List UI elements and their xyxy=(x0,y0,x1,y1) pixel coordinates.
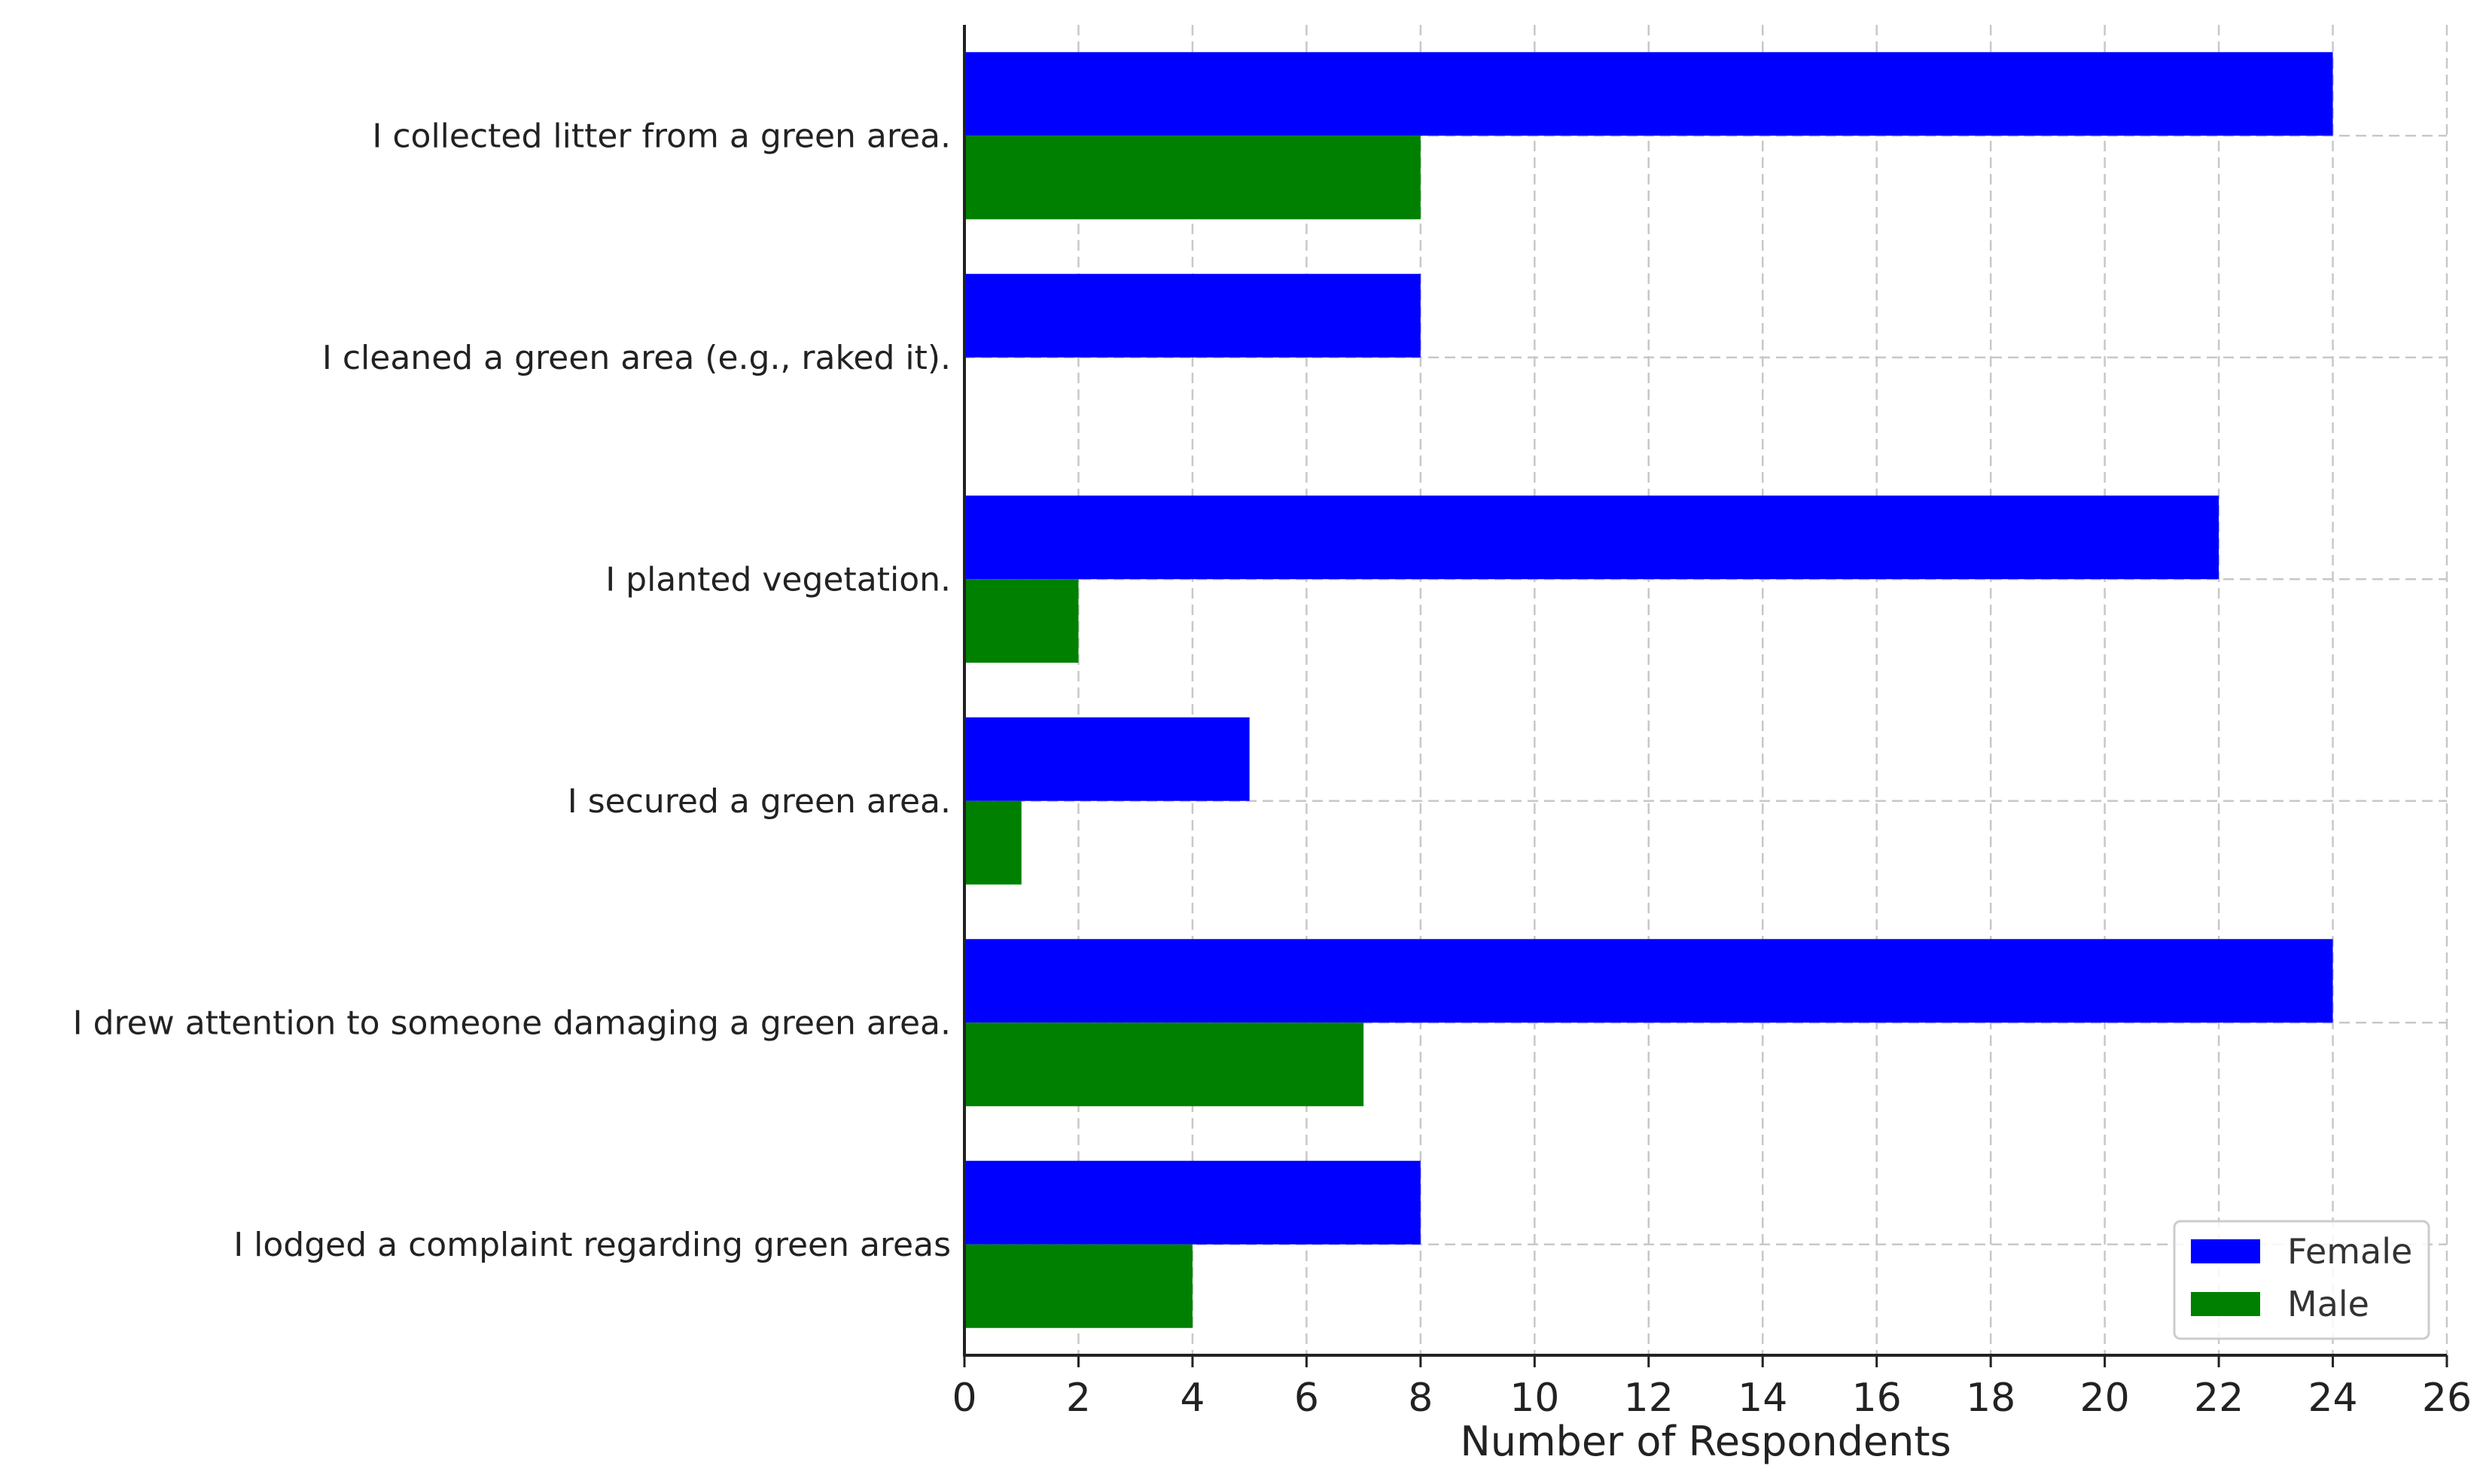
bar-female-4 xyxy=(964,939,2333,1023)
bar-male-5 xyxy=(964,1244,1193,1328)
bar-female-0 xyxy=(964,52,2333,136)
category-label: I lodged a complaint regarding green are… xyxy=(233,1226,951,1264)
bar-male-3 xyxy=(964,800,1022,885)
bar-male-2 xyxy=(964,579,1079,663)
x-tick-label: 22 xyxy=(2194,1376,2244,1421)
legend: Female Male xyxy=(2173,1220,2430,1340)
legend-swatch-male xyxy=(2191,1292,2260,1316)
category-label: I cleaned a green area (e.g., raked it). xyxy=(322,339,951,377)
category-label: I collected litter from a green area. xyxy=(372,117,951,155)
grid-lines xyxy=(964,25,2448,1355)
legend-label-female: Female xyxy=(2287,1231,2412,1272)
category-label: I secured a green area. xyxy=(568,782,951,821)
x-tick-label: 18 xyxy=(1966,1376,2015,1421)
legend-swatch-female xyxy=(2191,1239,2260,1263)
x-tick-label: 14 xyxy=(1738,1376,1787,1421)
x-tick-label: 10 xyxy=(1510,1376,1559,1421)
x-tick-label: 24 xyxy=(2308,1376,2357,1421)
axes xyxy=(963,25,2447,1357)
bar-male-4 xyxy=(964,1022,1364,1107)
category-label: I planted vegetation. xyxy=(605,560,951,599)
x-ticks: 0 2 4 6 8 10 12 14 16 18 20 22 24 26 xyxy=(952,1355,2472,1421)
bars xyxy=(964,52,2333,1328)
x-tick-label: 6 xyxy=(1294,1376,1319,1421)
x-tick-label: 8 xyxy=(1408,1376,1433,1421)
bar-female-5 xyxy=(964,1160,1421,1245)
x-tick-label: 12 xyxy=(1624,1376,1674,1421)
x-tick-label: 2 xyxy=(1066,1376,1091,1421)
bar-male-0 xyxy=(964,136,1421,220)
x-axis-title: Number of Respondents xyxy=(1460,1418,1951,1465)
legend-label-male: Male xyxy=(2287,1284,2369,1324)
category-labels: I collected litter from a green area. I c… xyxy=(73,117,951,1264)
x-tick-label: 4 xyxy=(1180,1376,1205,1421)
category-label: I drew attention to someone damaging a g… xyxy=(73,1004,951,1042)
bar-female-2 xyxy=(964,495,2219,580)
x-tick-label: 16 xyxy=(1852,1376,1902,1421)
x-tick-label: 20 xyxy=(2080,1376,2130,1421)
x-tick-label: 0 xyxy=(952,1376,976,1421)
bar-female-3 xyxy=(964,717,1250,801)
x-tick-label: 26 xyxy=(2422,1376,2472,1421)
bar-female-1 xyxy=(964,273,1421,358)
